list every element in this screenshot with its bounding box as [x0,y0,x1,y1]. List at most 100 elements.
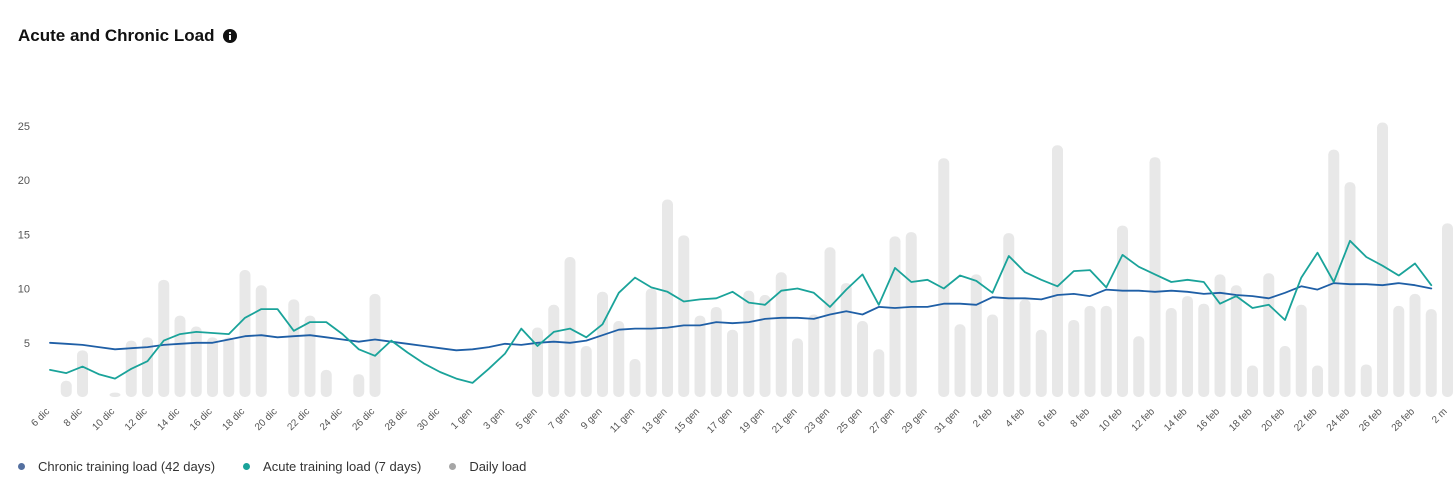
daily-load-bar [1360,364,1372,397]
x-tick-label: 12 feb [1130,406,1158,434]
x-tick-label: 15 gen [673,406,702,435]
daily-load-bar [970,274,982,397]
x-tick-label: 23 gen [803,406,832,435]
daily-load-bar [158,279,170,397]
daily-load-bar [548,304,560,397]
daily-load-bar [1149,157,1161,397]
daily-load-bar [1279,346,1291,397]
daily-load-bar [255,285,267,397]
daily-load-bar [239,270,251,397]
daily-load-bar [77,350,88,397]
y-tick-label: 20 [18,175,30,187]
legend-marker-daily [449,463,457,470]
legend-item-daily[interactable]: Daily load [449,459,526,474]
daily-load-bar [889,236,901,397]
legend-item-chronic[interactable]: Chronic training load (42 days) [18,459,215,474]
chart-legend: Chronic training load (42 days) Acute tr… [18,459,554,474]
daily-load-bar [532,327,543,397]
daily-load-bar [1117,225,1128,397]
x-tick-label: 28 feb [1390,406,1418,434]
daily-load-bar [678,235,690,397]
y-tick-label: 5 [24,338,30,350]
daily-load-bar [60,380,72,397]
x-tick-label: 18 feb [1227,406,1255,434]
daily-load-bar [1344,182,1356,397]
x-tick-label: 28 dic [383,406,410,433]
x-tick-label: 20 feb [1260,406,1288,434]
daily-load-bar [288,299,300,397]
daily-load-bar [1133,336,1145,397]
x-tick-label: 16 dic [188,406,215,433]
daily-load-bar [954,324,966,397]
x-tick-label: 20 dic [253,406,280,433]
daily-load-bar [320,369,332,397]
x-tick-label: 11 gen [608,406,637,435]
daily-load-bar [1312,365,1323,397]
daily-load-bar [1409,293,1421,397]
daily-load-bar [857,321,868,397]
daily-load-bar [938,158,950,397]
x-tick-label: 25 gen [835,406,864,435]
daily-load-bar [1003,233,1015,397]
daily-load-bar [727,329,738,397]
chart-header: Acute and Chronic Load [18,26,238,46]
x-tick-label: 27 gen [868,406,897,435]
daily-load-bar [662,199,673,397]
x-tick-label: 16 feb [1195,406,1223,434]
daily-load-bar [109,392,121,397]
x-tick-label: 6 dic [29,406,52,429]
daily-load-bar [759,295,771,397]
x-tick-label: 10 dic [90,406,117,433]
daily-load-bar [1068,319,1080,397]
daily-load-bar [1328,149,1340,397]
info-icon[interactable] [223,29,238,43]
daily-load-bar [174,315,186,397]
daily-load-bar [1295,304,1307,397]
daily-load-bar [1182,296,1193,397]
daily-load-bar [840,283,852,397]
x-tick-label: 24 feb [1325,406,1353,434]
x-tick-label: 21 gen [770,406,799,435]
daily-load-bar [1442,223,1453,397]
daily-load-bar [190,326,202,397]
x-tick-label: 9 gen [579,406,604,431]
daily-load-bar [1084,305,1096,397]
x-tick-label: 5 gen [514,406,539,431]
x-tick-label: 8 dic [62,406,85,429]
daily-load-bar [369,293,381,397]
x-tick-label: 17 gen [705,406,734,435]
daily-load-bar [1230,285,1242,397]
chronic-load-line [49,282,1433,352]
daily-load-bar [792,338,803,397]
x-tick-label: 7 gen [547,406,572,431]
daily-load-bar [580,346,592,397]
x-tick-label: 30 dic [415,406,442,433]
daily-load-bar [694,315,706,397]
daily-load-bar [1425,309,1437,397]
x-tick-label: 26 dic [350,406,377,433]
x-tick-label: 24 dic [318,406,345,433]
daily-load-bar [1263,273,1275,397]
legend-label-acute: Acute training load (7 days) [263,459,422,474]
daily-load-bar [353,374,365,397]
x-tick-label: 1 gen [449,406,474,431]
daily-load-bar [1035,329,1047,397]
x-tick-label: 29 gen [900,406,929,435]
daily-load-bar [223,337,235,397]
daily-load-bar [207,337,218,397]
daily-load-bar [597,291,608,397]
x-tick-label: 26 feb [1357,406,1385,434]
daily-load-bar [743,290,755,397]
x-tick-label: 18 dic [220,406,247,433]
y-tick-label: 10 [18,284,30,296]
x-tick-label: 14 feb [1162,406,1190,434]
daily-load-bar [1052,145,1063,397]
daily-load-bar [824,247,836,397]
daily-load-bar [629,359,641,397]
daily-load-bar [613,321,625,397]
legend-item-acute[interactable]: Acute training load (7 days) [243,459,421,474]
y-tick-label: 15 [18,229,30,241]
x-tick-label: 3 gen [482,406,507,431]
daily-load-bar [1393,305,1405,397]
daily-load-bar [808,314,820,397]
